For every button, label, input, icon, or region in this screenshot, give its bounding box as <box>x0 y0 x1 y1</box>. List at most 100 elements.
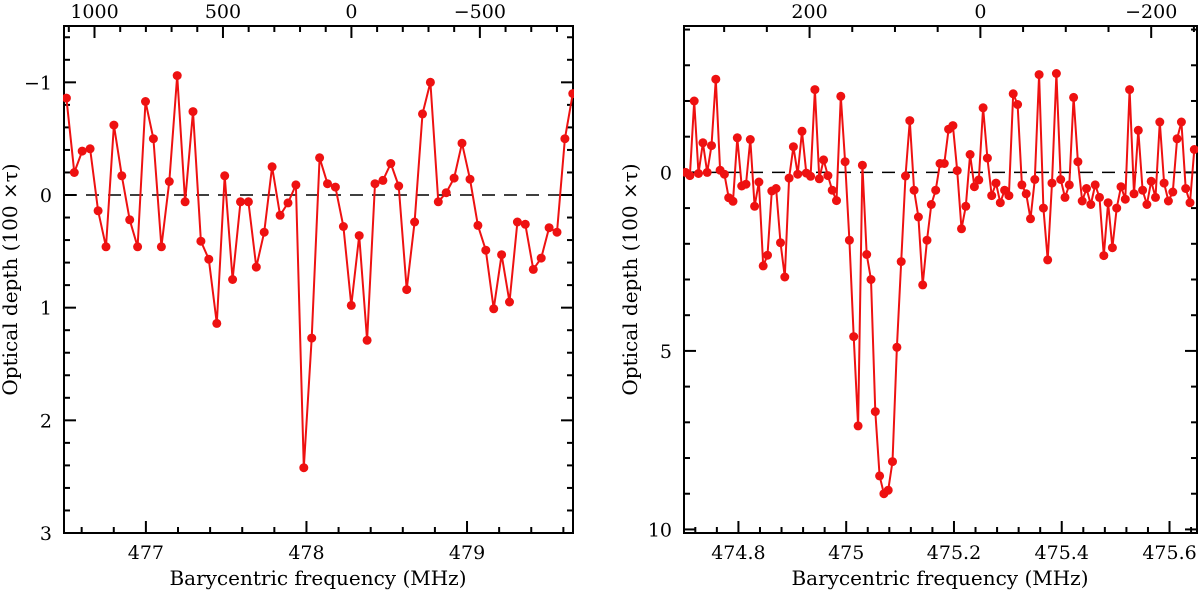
data-point-marker <box>410 217 420 227</box>
right-top-tick-label: −200 <box>1125 1 1177 23</box>
data-point-marker <box>212 318 222 328</box>
data-point-marker <box>125 215 135 225</box>
data-point-marker <box>896 257 906 267</box>
data-point-marker <box>315 153 325 163</box>
left-tick-labels: 477 478 479 1000 500 0 −500 −1 0 1 2 3 <box>24 1 506 564</box>
data-point-marker <box>857 160 867 170</box>
data-point-marker <box>793 169 803 179</box>
left-series <box>63 71 574 473</box>
data-point-marker <box>948 121 958 131</box>
data-point-marker <box>148 134 158 144</box>
data-point-marker <box>164 177 174 186</box>
data-point-marker <box>758 261 768 271</box>
data-point-marker <box>844 235 854 245</box>
left-x-axis-title: Barycentric frequency (MHz) <box>169 566 466 590</box>
left-y-axis-title: Optical depth (100 ×τ) <box>0 163 22 395</box>
data-point-marker <box>827 185 837 195</box>
data-point-marker <box>832 196 841 206</box>
right-frame <box>683 25 1198 534</box>
data-point-marker <box>1047 178 1057 188</box>
right-panel: 474.8 475 475.2 475.4 475.6 200 0 −200 0 5 10 Baryc… <box>618 1 1198 590</box>
data-point-marker <box>862 250 872 259</box>
data-point-marker <box>991 178 1001 188</box>
left-series-points <box>63 71 574 473</box>
data-point-marker <box>913 212 923 222</box>
left-x-tick-label: 477 <box>128 542 164 564</box>
data-point-marker <box>1004 191 1014 201</box>
data-point-marker <box>101 242 111 252</box>
data-point-marker <box>918 280 928 290</box>
data-point-marker <box>394 181 404 191</box>
right-x-axis-title: Barycentric frequency (MHz) <box>791 566 1088 590</box>
data-point-marker <box>797 126 807 136</box>
data-point-marker <box>402 285 412 295</box>
right-x-tick-label: 475.6 <box>1142 542 1196 564</box>
right-series <box>683 69 1198 499</box>
data-point-marker <box>196 236 206 246</box>
data-point-marker <box>995 198 1005 208</box>
data-point-marker <box>931 185 941 195</box>
data-point-marker <box>1095 192 1104 202</box>
data-point-marker <box>819 155 829 165</box>
left-x-tick-label: 478 <box>288 542 324 564</box>
data-point-marker <box>1185 198 1195 208</box>
data-point-marker <box>1086 200 1096 209</box>
data-point-marker <box>982 153 992 163</box>
data-point-marker <box>1069 92 1079 102</box>
data-point-marker <box>568 89 574 99</box>
right-series-points <box>683 69 1198 499</box>
data-point-marker <box>961 201 971 211</box>
data-point-marker <box>1099 251 1109 261</box>
data-point-marker <box>987 191 997 201</box>
data-point-marker <box>754 177 764 187</box>
data-point-marker <box>497 250 507 260</box>
left-y-tick-label: −1 <box>24 72 52 94</box>
data-point-marker <box>1133 125 1143 135</box>
data-point-marker <box>1051 69 1061 78</box>
left-top-tick-label: 0 <box>345 1 357 23</box>
right-top-tick-label: 200 <box>791 1 827 23</box>
right-ticks <box>684 26 1197 533</box>
data-point-marker <box>418 109 427 119</box>
data-point-marker <box>117 171 127 181</box>
data-point-marker <box>1021 189 1031 199</box>
data-point-marker <box>745 135 755 144</box>
data-point-marker <box>1064 180 1074 190</box>
data-point-marker <box>728 196 738 206</box>
data-point-marker <box>449 173 459 183</box>
data-point-marker <box>1112 203 1122 213</box>
data-point-marker <box>741 179 751 189</box>
data-point-marker <box>1163 196 1173 206</box>
data-point-marker <box>784 173 794 183</box>
data-point-marker <box>180 197 190 207</box>
data-point-marker <box>299 463 309 473</box>
data-point-marker <box>386 159 396 168</box>
left-frame <box>63 25 574 534</box>
left-ticks <box>64 26 573 534</box>
data-point-marker <box>489 304 499 314</box>
data-point-marker <box>330 182 340 192</box>
data-point-marker <box>220 171 230 181</box>
data-point-marker <box>338 222 348 231</box>
data-point-marker <box>853 421 863 431</box>
left-top-tick-label: 1000 <box>70 1 118 23</box>
data-point-marker <box>939 159 949 168</box>
data-point-marker <box>528 264 538 274</box>
left-panel: 477 478 479 1000 500 0 −500 −1 0 1 2 3 Barycentric f… <box>0 1 574 590</box>
data-point-marker <box>719 169 729 179</box>
right-series-line <box>684 72 1196 495</box>
data-point-marker <box>763 250 772 260</box>
data-point-marker <box>810 85 820 95</box>
data-point-marker <box>1038 203 1048 213</box>
data-point-marker <box>1077 196 1087 206</box>
data-point-marker <box>814 174 824 184</box>
data-point-marker <box>1030 175 1040 184</box>
data-point-marker <box>346 300 356 310</box>
data-point-marker <box>267 162 277 172</box>
data-point-marker <box>441 188 451 198</box>
data-point-marker <box>957 224 966 234</box>
data-point-marker <box>544 223 554 233</box>
data-point-marker <box>965 150 975 159</box>
data-point-marker <box>1034 70 1044 80</box>
